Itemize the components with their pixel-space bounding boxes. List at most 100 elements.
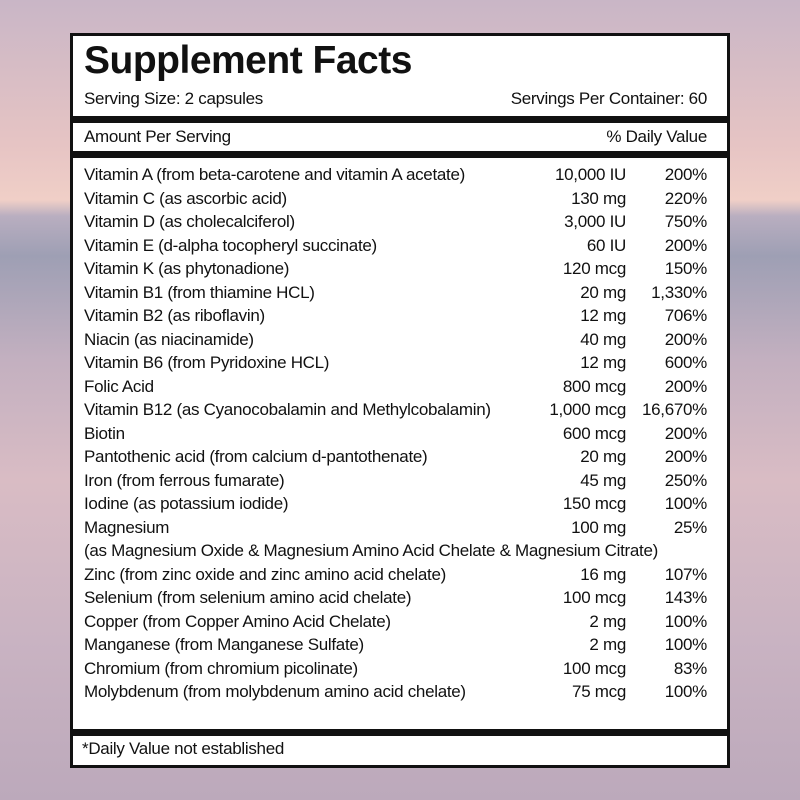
- nutrient-dv: 143%: [664, 588, 708, 607]
- nutrient-name: Niacin (as niacinamide): [84, 329, 254, 349]
- nutrient-dv: 100%: [664, 494, 708, 513]
- nutrient-row: Vitamin B12 (as Cyanocobalamin and Methy…: [82, 398, 708, 422]
- nutrient-dv: 200%: [664, 329, 708, 349]
- nutrient-row: Pantothenic acid (from calcium d-pantoth…: [82, 445, 708, 469]
- nutrient-row: Vitamin K (as phytonadione) 120 mcg 150%: [82, 257, 708, 281]
- nutrient-name: Selenium (from selenium amino acid chela…: [84, 588, 412, 607]
- nutrient-dv: 220%: [664, 188, 708, 208]
- dv-header: % Daily Value: [606, 127, 707, 146]
- nutrient-dv: 1,330%: [651, 282, 707, 302]
- title: Supplement Facts: [84, 39, 412, 82]
- nutrient-dv: 200%: [664, 447, 708, 466]
- nutrient-name: Magnesium: [84, 517, 170, 537]
- nutrient-row: Folic Acid 800 mcg 200%: [82, 375, 708, 399]
- nutrient-amount: 20 mg: [580, 447, 626, 466]
- nutrient-dv: 200%: [664, 423, 708, 443]
- nutrient-row: Magnesium 100 mg 25%: [82, 516, 708, 540]
- nutrient-amount: 1,000 mcg: [549, 400, 626, 419]
- nutrient-amount: 12 mg: [580, 353, 626, 372]
- nutrient-row: Vitamin D (as cholecalciferol) 3,000 IU 75…: [82, 210, 708, 234]
- nutrient-dv: 107%: [664, 564, 708, 584]
- nutrient-amount: 16 mg: [580, 564, 626, 584]
- nutrient-amount: 60 IU: [586, 235, 626, 255]
- nutrient-row: Vitamin A (from beta-carotene and vitami…: [82, 163, 708, 187]
- nutrient-amount: 12 mg: [580, 306, 626, 325]
- nutrient-name: Copper (from Copper Amino Acid Chelate): [84, 611, 391, 631]
- nutrient-dv: 750%: [664, 212, 708, 231]
- nutrient-name: Iron (from ferrous fumarate): [84, 470, 285, 490]
- nutrient-name: Manganese (from Manganese Sulfate): [84, 635, 364, 654]
- nutrient-amount: 100 mg: [571, 517, 626, 537]
- nutrient-row: Molybdenum (from molybdenum amino acid c…: [82, 680, 708, 704]
- nutrient-name: Pantothenic acid (from calcium d-pantoth…: [84, 447, 428, 466]
- nutrient-row: Niacin (as niacinamide) 40 mg 200%: [82, 328, 708, 352]
- nutrient-name: Vitamin B1 (from thiamine HCL): [84, 282, 315, 302]
- divider: [73, 729, 727, 736]
- nutrient-name: Vitamin E (d-alpha tocopheryl succinate): [84, 235, 377, 255]
- nutrient-amount: 45 mg: [580, 470, 626, 490]
- nutrient-row: Biotin 600 mcg 200%: [82, 422, 708, 446]
- servings-per-container: Servings Per Container: 60: [510, 89, 708, 108]
- divider: [73, 151, 727, 158]
- nutrient-amount: 150 mcg: [562, 494, 626, 513]
- nutrient-amount: 130 mg: [571, 188, 626, 208]
- supplement-facts-panel: Supplement Facts Serving Size: 2 capsule…: [70, 33, 730, 768]
- nutrient-row: Zinc (from zinc oxide and zinc amino aci…: [82, 563, 708, 587]
- nutrient-row: Iron (from ferrous fumarate) 45 mg 250%: [82, 469, 708, 493]
- nutrient-row: Vitamin B2 (as riboflavin) 12 mg 706%: [82, 304, 708, 328]
- nutrient-amount: 10,000 IU: [554, 165, 626, 184]
- nutrient-row: Copper (from Copper Amino Acid Chelate) 2…: [82, 610, 708, 634]
- nutrient-amount: 100 mcg: [562, 658, 626, 678]
- nutrient-name: Zinc (from zinc oxide and zinc amino aci…: [84, 564, 446, 584]
- nutrient-dv: 200%: [664, 376, 708, 396]
- nutrient-name: Vitamin C (as ascorbic acid): [84, 188, 287, 208]
- nutrient-dv: 200%: [664, 165, 708, 184]
- nutrient-dv: 600%: [664, 353, 708, 372]
- nutrient-amount: 600 mcg: [562, 423, 626, 443]
- nutrient-note: (as Magnesium Oxide & Magnesium Amino Ac…: [84, 541, 658, 560]
- nutrient-row: Vitamin E (d-alpha tocopheryl succinate)…: [82, 234, 708, 258]
- nutrient-dv: 25%: [673, 517, 707, 537]
- nutrient-amount: 75 mcg: [572, 682, 626, 701]
- nutrient-name: Molybdenum (from molybdenum amino acid c…: [84, 682, 466, 701]
- nutrient-row: Manganese (from Manganese Sulfate) 2 mg 10…: [82, 633, 708, 657]
- serving-size: Serving Size: 2 capsules: [84, 89, 263, 108]
- nutrient-name: Iodine (as potassium iodide): [84, 494, 289, 513]
- nutrient-row: Selenium (from selenium amino acid chela…: [82, 586, 708, 610]
- nutrient-dv: 100%: [664, 635, 708, 654]
- nutrient-row: Vitamin C (as ascorbic acid) 130 mg 220%: [82, 187, 708, 211]
- nutrient-name: Vitamin D (as cholecalciferol): [84, 212, 295, 231]
- divider: [73, 116, 727, 123]
- nutrient-name: Vitamin B12 (as Cyanocobalamin and Methy…: [84, 400, 491, 419]
- nutrient-dv: 100%: [664, 611, 708, 631]
- nutrient-amount: 100 mcg: [562, 588, 626, 607]
- nutrient-name: Vitamin A (from beta-carotene and vitami…: [84, 165, 465, 184]
- amount-header: Amount Per Serving: [84, 127, 231, 146]
- nutrient-name: Vitamin B6 (from Pyridoxine HCL): [84, 353, 330, 372]
- nutrient-row: Iodine (as potassium iodide) 150 mcg 100%: [82, 492, 708, 516]
- nutrient-name: Vitamin K (as phytonadione): [84, 259, 290, 278]
- nutrient-amount: 20 mg: [580, 282, 626, 302]
- nutrient-dv: 83%: [673, 658, 707, 678]
- nutrient-dv: 706%: [664, 306, 708, 325]
- nutrient-amount: 120 mcg: [562, 259, 626, 278]
- nutrient-amount: 2 mg: [589, 611, 626, 631]
- nutrient-dv: 16,670%: [641, 400, 707, 419]
- nutrient-dv: 100%: [664, 682, 708, 701]
- nutrient-amount: 40 mg: [580, 329, 626, 349]
- nutrient-amount: 3,000 IU: [564, 212, 626, 231]
- nutrient-list: Vitamin A (from beta-carotene and vitami…: [82, 163, 708, 704]
- nutrient-row: Chromium (from chromium picolinate) 100 m…: [82, 657, 708, 681]
- nutrient-name: Biotin: [84, 423, 125, 443]
- nutrient-dv: 150%: [664, 259, 708, 278]
- nutrient-amount: 2 mg: [589, 635, 626, 654]
- nutrient-dv: 200%: [664, 235, 708, 255]
- nutrient-row: Vitamin B1 (from thiamine HCL) 20 mg 1,330…: [82, 281, 708, 305]
- nutrient-row: Vitamin B6 (from Pyridoxine HCL) 12 mg 600…: [82, 351, 708, 375]
- nutrient-amount: 800 mcg: [562, 376, 626, 396]
- nutrient-name: Folic Acid: [84, 376, 154, 396]
- nutrient-dv: 250%: [664, 470, 708, 490]
- nutrient-name: Chromium (from chromium picolinate): [84, 658, 358, 678]
- footnote: *Daily Value not established: [82, 739, 285, 758]
